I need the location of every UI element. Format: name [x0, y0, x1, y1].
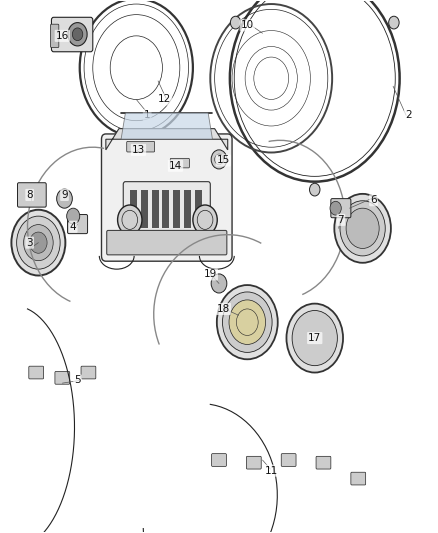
Circle shape: [72, 28, 83, 41]
Polygon shape: [162, 190, 170, 228]
Circle shape: [211, 150, 227, 169]
Circle shape: [389, 16, 399, 29]
Circle shape: [24, 224, 53, 261]
Text: 14: 14: [169, 161, 182, 171]
Polygon shape: [141, 190, 148, 228]
Circle shape: [67, 208, 80, 224]
Text: 12: 12: [158, 94, 171, 104]
Circle shape: [117, 205, 142, 235]
Circle shape: [286, 304, 343, 373]
Text: 13: 13: [132, 145, 145, 155]
Circle shape: [57, 189, 72, 208]
Text: 8: 8: [26, 190, 33, 200]
FancyBboxPatch shape: [55, 372, 70, 384]
Circle shape: [229, 300, 265, 344]
FancyBboxPatch shape: [29, 366, 44, 379]
Circle shape: [30, 232, 47, 253]
Circle shape: [217, 285, 278, 359]
Circle shape: [68, 22, 87, 46]
Text: 7: 7: [338, 215, 344, 225]
FancyBboxPatch shape: [127, 141, 155, 152]
Polygon shape: [121, 113, 212, 139]
FancyBboxPatch shape: [81, 366, 96, 379]
Text: 4: 4: [70, 222, 77, 232]
FancyBboxPatch shape: [170, 158, 189, 168]
Text: 6: 6: [370, 195, 377, 205]
Circle shape: [11, 210, 65, 276]
Circle shape: [340, 201, 385, 256]
FancyBboxPatch shape: [51, 17, 93, 52]
FancyBboxPatch shape: [351, 472, 366, 485]
Polygon shape: [152, 190, 159, 228]
Polygon shape: [195, 190, 202, 228]
Polygon shape: [173, 190, 180, 228]
Text: 10: 10: [241, 20, 254, 30]
Text: 9: 9: [61, 190, 68, 200]
Text: 2: 2: [405, 110, 412, 120]
Circle shape: [17, 216, 60, 269]
Text: 5: 5: [74, 375, 81, 385]
FancyBboxPatch shape: [102, 134, 232, 261]
FancyBboxPatch shape: [18, 183, 46, 207]
Circle shape: [223, 292, 272, 352]
Circle shape: [292, 311, 337, 366]
Text: 19: 19: [204, 270, 217, 279]
Text: 17: 17: [308, 333, 321, 343]
Circle shape: [330, 201, 341, 215]
Polygon shape: [184, 190, 191, 228]
FancyBboxPatch shape: [212, 454, 226, 466]
Text: 15: 15: [217, 156, 230, 165]
Circle shape: [334, 194, 391, 263]
Text: 3: 3: [26, 238, 33, 248]
FancyBboxPatch shape: [67, 215, 88, 233]
Circle shape: [211, 274, 227, 293]
FancyBboxPatch shape: [331, 199, 351, 217]
FancyBboxPatch shape: [316, 456, 331, 469]
Text: 11: 11: [265, 466, 278, 475]
Text: 1: 1: [144, 110, 151, 120]
Circle shape: [193, 205, 217, 235]
FancyBboxPatch shape: [247, 456, 261, 469]
FancyBboxPatch shape: [281, 454, 296, 466]
Polygon shape: [106, 128, 228, 150]
Circle shape: [230, 16, 241, 29]
Circle shape: [346, 208, 379, 248]
Polygon shape: [130, 190, 137, 228]
Circle shape: [310, 183, 320, 196]
FancyBboxPatch shape: [107, 230, 227, 255]
FancyBboxPatch shape: [50, 24, 59, 47]
FancyBboxPatch shape: [123, 182, 210, 235]
Text: 16: 16: [56, 31, 69, 41]
Text: 18: 18: [217, 304, 230, 314]
